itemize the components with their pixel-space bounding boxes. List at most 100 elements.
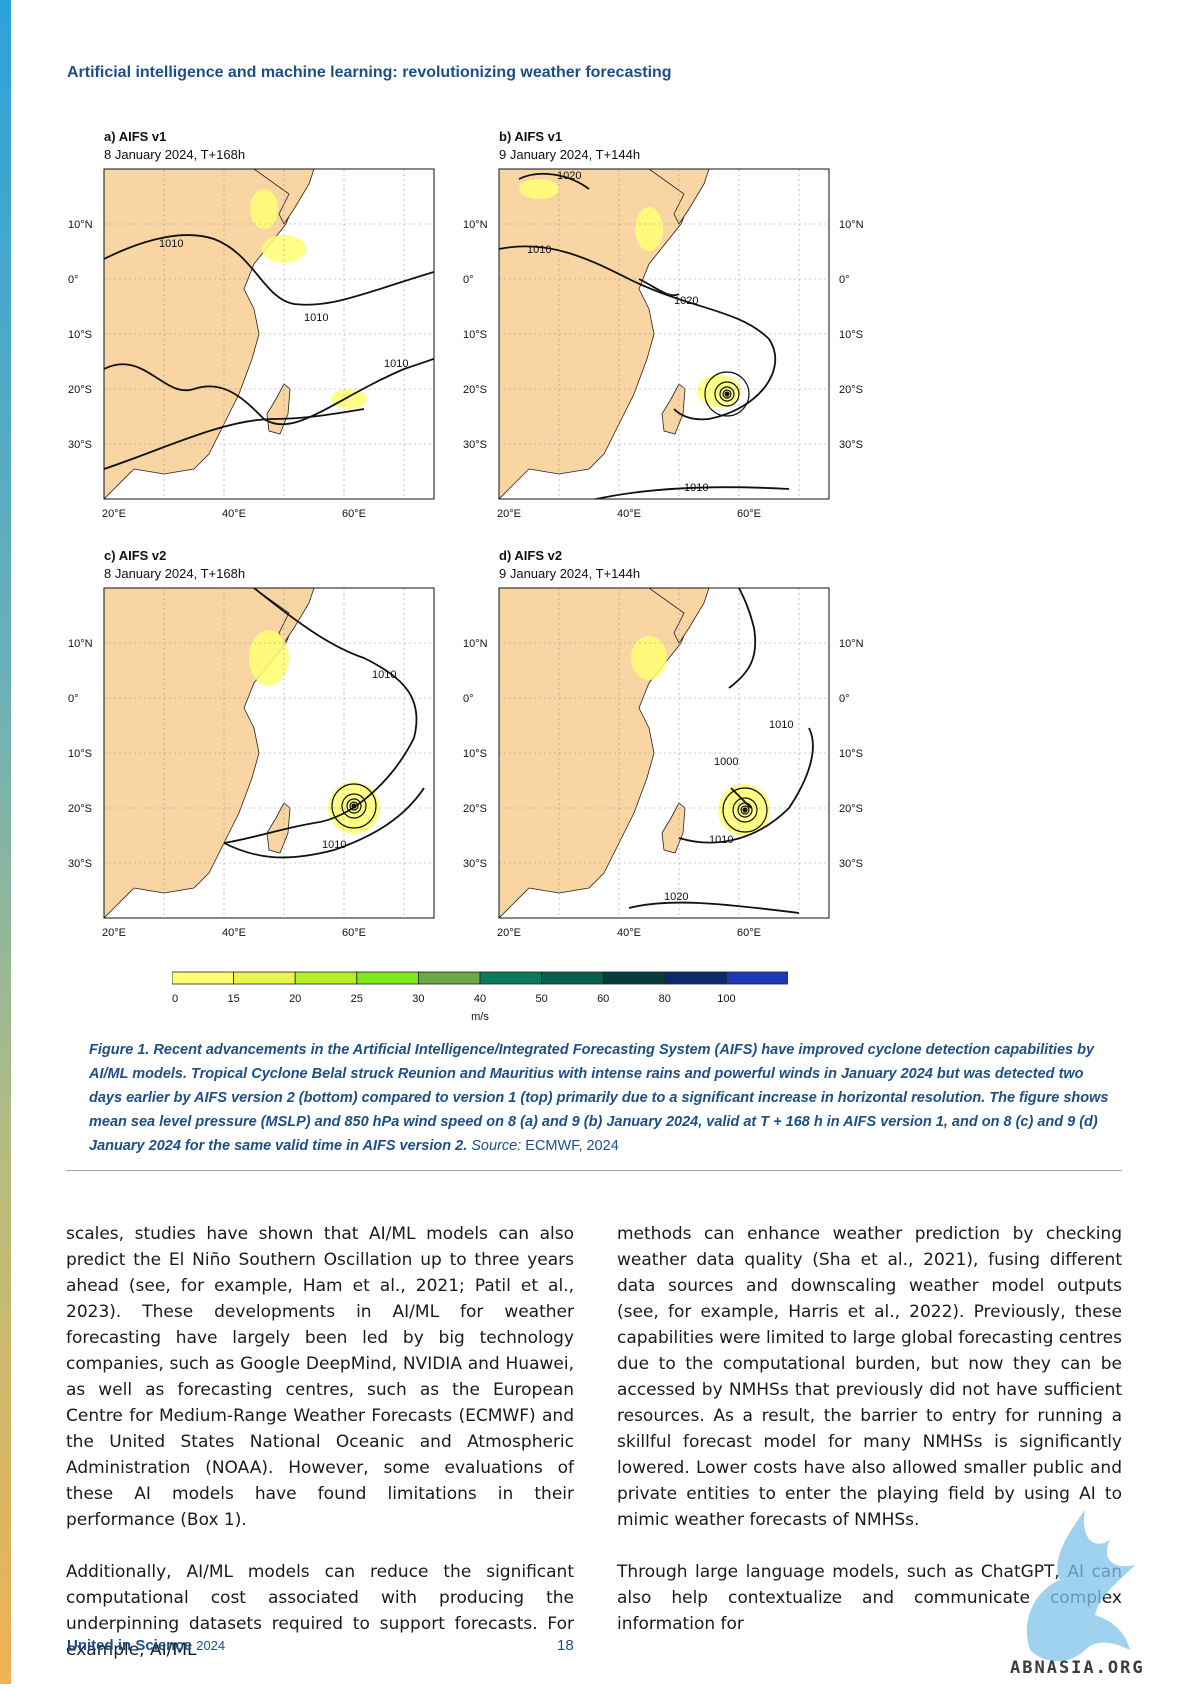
lat-tick-label: 20°S: [68, 384, 92, 396]
lat-tick-label-right: 0°: [839, 693, 850, 705]
figure-caption: Figure 1. Recent advancements in the Art…: [89, 1038, 1115, 1158]
cyclone-contour: [714, 381, 740, 407]
lon-tick-label: 40°E: [222, 927, 246, 939]
lat-tick-label: 30°S: [68, 439, 92, 451]
lat-tick-label: 30°S: [68, 858, 92, 870]
cyclone-contour: [732, 797, 758, 823]
lat-tick-label-right: 10°S: [839, 748, 863, 760]
lat-tick-label: 0°: [463, 693, 474, 705]
panel-date: 9 January 2024, T+144h: [499, 147, 641, 162]
isobar-line: [223, 787, 425, 859]
lon-tick-label: 20°E: [497, 927, 521, 939]
colorbar-segment: [726, 971, 788, 985]
lon-tick-label: 60°E: [737, 508, 761, 520]
wind-speed-patch: [635, 207, 663, 251]
panel-label: c) AIFS v2: [104, 548, 167, 563]
isobar-line: [628, 901, 800, 914]
isobar-label: 1010: [384, 358, 408, 370]
isobar-line: [678, 727, 814, 844]
lat-tick-label: 30°S: [463, 439, 487, 451]
lat-tick-label: 10°N: [68, 638, 93, 650]
body-paragraph: methods can enhance weather prediction b…: [617, 1224, 1122, 1530]
cyclone-contour: [742, 807, 748, 813]
lat-tick-label: 10°N: [463, 219, 488, 231]
lat-tick-label: 10°S: [68, 329, 92, 341]
lon-tick-label: 20°E: [497, 508, 521, 520]
lat-tick-label: 20°S: [68, 803, 92, 815]
isobar-line: [638, 278, 680, 297]
wind-speed-patch: [249, 630, 289, 686]
body-paragraph: scales, studies have shown that AI/ML mo…: [66, 1224, 574, 1530]
side-color-bar: [0, 0, 11, 1684]
panel-date: 9 January 2024, T+144h: [499, 566, 641, 581]
watermark-text: ABNASIA.ORG: [1010, 1658, 1145, 1678]
lat-tick-label: 10°S: [463, 329, 487, 341]
wind-speed-colorbar: 10 15 20 25 30 40 50 60 80 100 m/s: [172, 971, 788, 1023]
horn-land: [253, 169, 315, 225]
colorbar-segment: [417, 971, 481, 985]
cyclone-contour: [704, 371, 750, 417]
colorbar-tick-label: 40: [474, 993, 486, 1005]
panel-label: d) AIFS v2: [499, 548, 563, 563]
isobar-line: [518, 172, 590, 190]
isobar-label: 1010: [159, 238, 183, 250]
map-group: 1020 1010 1010 1020 10°N 0° 10°S 20°S 30°S 20°E 40…: [463, 168, 830, 520]
wind-speed-patch: [250, 189, 278, 229]
cyclone-contour: [341, 793, 367, 819]
colorbar-segment: [541, 971, 604, 985]
isobar-label: 1020: [664, 891, 688, 903]
cyclone-contour: [351, 803, 357, 809]
isobar-label: 1020: [674, 295, 698, 307]
map-group: 1010 1010 10°N 0° 10°S 20°S 30°S 20°E 40°E 60°E: [68, 587, 435, 939]
panel-date: 8 January 2024, T+168h: [104, 147, 246, 162]
isobar-label: 1010: [769, 719, 793, 731]
map-group: 1010 1010 1010 10°N 0° 10°S 20°S 30°S 20°E 40°E 60…: [68, 168, 435, 520]
colorbar-tick-label: 100: [717, 993, 735, 1005]
colorbar-segment: [172, 971, 234, 985]
lat-tick-label: 10°S: [68, 748, 92, 760]
map-svg: 1020 1010 1010 1020 10°N 0° 10°S 20°S 30°S 20°E 40…: [463, 168, 864, 520]
footer-publication: United in Science 2024: [67, 1637, 225, 1654]
lon-tick-label: 60°E: [737, 927, 761, 939]
running-head: Artificial intelligence and machine lear…: [67, 64, 672, 81]
map-area: [104, 169, 434, 499]
lat-tick-label: 0°: [68, 693, 79, 705]
lat-tick-label-right: 30°S: [839, 439, 863, 451]
isobar-line: [104, 408, 365, 470]
cyclone-contour: [346, 798, 362, 814]
lat-tick-label: 30°S: [463, 858, 487, 870]
map-frame: [103, 587, 435, 919]
lat-tick-label: 0°: [463, 274, 474, 286]
page-number: 18: [557, 1637, 574, 1654]
isobar-line: [104, 234, 434, 306]
colorbar-tick-label: 15: [227, 993, 239, 1005]
lat-tick-label: 10°N: [68, 219, 93, 231]
lat-tick-label-right: 20°S: [839, 803, 863, 815]
lat-tick-label-right: 20°S: [839, 384, 863, 396]
isobar-label: 1010: [304, 312, 328, 324]
colorbar-tick-label: 50: [535, 993, 547, 1005]
colorbar-segment: [664, 971, 727, 985]
caption-source-text: ECMWF, 2024: [525, 1138, 619, 1154]
colorbar-tick-label: 30: [412, 993, 424, 1005]
horn-land: [648, 169, 710, 225]
body-paragraph: Additionally, AI/ML models can reduce th…: [66, 1562, 574, 1660]
footer-year: 2024: [196, 1638, 226, 1653]
colorbar-segment: [294, 971, 358, 985]
footer-title: United in Science: [67, 1637, 193, 1654]
lat-tick-label-right: 10°S: [839, 329, 863, 341]
horn-land: [253, 588, 315, 644]
lat-tick-label: 10°S: [463, 748, 487, 760]
colorbar-segment: [356, 971, 419, 985]
body-column-left: scales, studies have shown that AI/ML mo…: [66, 1221, 574, 1689]
colorbar-tick-label: 10: [172, 993, 178, 1005]
isobar-line: [728, 588, 757, 689]
isobar-label: 1010: [709, 834, 733, 846]
wind-speed-patch: [331, 389, 367, 409]
isobar-line: [223, 588, 418, 844]
map-group: 1010 1000 1010 1020 10°N 0° 10°S 20°S 30°S 20°E 40…: [463, 587, 830, 939]
lon-tick-label: 40°E: [617, 927, 641, 939]
colorbar-tick-label: 25: [351, 993, 363, 1005]
lat-tick-label-right: 10°N: [839, 638, 864, 650]
map-frame: [103, 168, 435, 500]
